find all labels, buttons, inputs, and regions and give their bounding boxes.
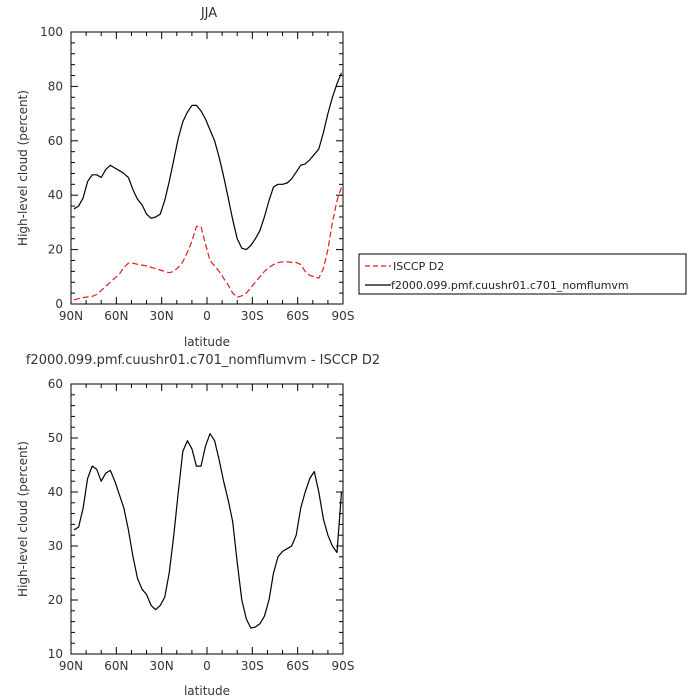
top-panel: JJA 90N 60N 30N 0 30S 60S 90S 0 20 40 60 80 100 lati… [16, 6, 354, 349]
x-tick-label: 0 [203, 659, 211, 673]
top-plot-frame [70, 31, 344, 305]
x-tick-label: 30S [241, 309, 264, 323]
x-tick-label: 30N [150, 309, 174, 323]
top-x-axis-label: latitude [184, 335, 230, 349]
y-tick-label: 80 [48, 79, 63, 93]
top-y-axis-label: High-level cloud (percent) [16, 90, 30, 246]
y-tick-label: 10 [48, 647, 63, 661]
y-tick-label: 60 [48, 134, 63, 148]
x-tick-label: 60N [104, 659, 128, 673]
x-tick-label: 90S [332, 659, 355, 673]
y-tick-label: 50 [48, 431, 63, 445]
y-tick-label: 20 [48, 593, 63, 607]
x-tick-label: 90N [59, 309, 83, 323]
y-tick-label: 20 [48, 243, 63, 257]
y-tick-label: 40 [48, 188, 63, 202]
x-tick-label: 30S [241, 659, 264, 673]
bottom-panel: f2000.099.pmf.cuushr01.c701_nomflumvm - … [16, 353, 380, 698]
top-axis-ticks: 90N 60N 30N 0 30S 60S 90S 0 20 40 60 80 100 [40, 25, 354, 323]
x-tick-label: 90N [59, 659, 83, 673]
legend-label-model: f2000.099.pmf.cuushr01.c701_nomflumvm [391, 279, 629, 292]
x-tick-label: 30N [150, 659, 174, 673]
y-tick-label: 30 [48, 539, 63, 553]
bottom-x-axis-label: latitude [184, 684, 230, 698]
x-tick-label: 60S [286, 659, 309, 673]
y-tick-label: 100 [40, 25, 63, 39]
bottom-plot-lines [73, 433, 343, 629]
bottom-panel-title: f2000.099.pmf.cuushr01.c701_nomflumvm - … [26, 353, 380, 368]
top-plot-lines [73, 72, 343, 301]
legend: ISCCP D2 f2000.099.pmf.cuushr01.c701_nom… [358, 253, 687, 295]
bottom-axis-ticks: 90N 60N 30N 0 30S 60S 90S 10 20 30 40 50 60 [48, 377, 355, 673]
bottom-plot-frame [70, 383, 344, 655]
x-tick-label: 0 [203, 309, 211, 323]
x-tick-label: 60S [286, 309, 309, 323]
series-line-0-1 [73, 72, 343, 251]
top-panel-title: JJA [200, 6, 217, 21]
y-tick-label: 60 [48, 377, 63, 391]
y-tick-label: 0 [55, 297, 63, 311]
legend-box [358, 253, 687, 295]
series-line-0-0 [73, 186, 343, 301]
x-tick-label: 60N [104, 309, 128, 323]
y-tick-label: 40 [48, 485, 63, 499]
series-line-1-0 [73, 433, 343, 629]
legend-label-isccp: ISCCP D2 [393, 260, 444, 273]
bottom-y-axis-label: High-level cloud (percent) [16, 441, 30, 597]
x-tick-label: 90S [332, 309, 355, 323]
